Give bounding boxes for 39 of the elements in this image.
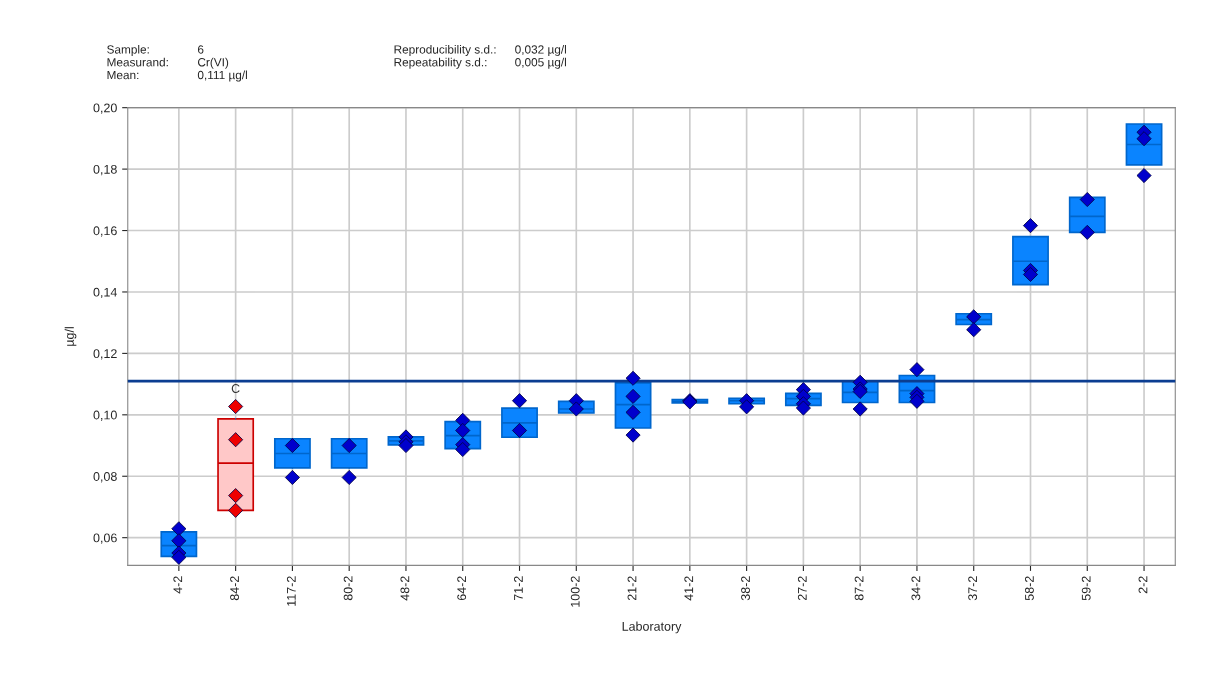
x-tick-label: 37-2 <box>968 576 978 601</box>
x-tick-label: 2-2 <box>1138 576 1148 594</box>
x-tick-label: 48-2 <box>400 576 410 601</box>
y-axis-title: µg/l <box>64 327 77 346</box>
text: 0,005 µg/l <box>515 57 566 69</box>
y-tick-label: 0,14 <box>93 287 117 299</box>
x-tick-label: 87-2 <box>854 576 864 601</box>
text: Cr(VI) <box>197 57 229 69</box>
x-tick-label: 80-2 <box>343 576 353 601</box>
y-tick-label: 0,10 <box>93 410 117 421</box>
x-tick-label: 59-2 <box>1081 576 1091 601</box>
y-tick-label: 0,08 <box>93 472 117 483</box>
x-tick-label: 64-2 <box>457 576 467 601</box>
x-tick-label: 34-2 <box>911 576 921 601</box>
text: Mean: <box>107 70 139 80</box>
x-tick-label: 41-2 <box>684 576 694 601</box>
text: 0,032 µg/l <box>515 44 566 56</box>
x-tick-label: 58-2 <box>1025 576 1034 601</box>
y-tick-label: 0,18 <box>93 164 117 176</box>
x-tick-label: 38-2 <box>741 576 750 601</box>
x-tick-label: 100-2 <box>570 576 580 607</box>
annotation: C <box>231 384 240 393</box>
y-tick-label: 0,06 <box>93 533 117 544</box>
y-tick-label: 0,12 <box>93 349 117 360</box>
x-tick-label: 27-2 <box>797 576 807 601</box>
y-tick-label: 0,16 <box>93 226 117 237</box>
text: Sample: <box>107 44 149 56</box>
x-tick-label: 84-2 <box>230 576 239 601</box>
text: Measurand: <box>107 57 168 67</box>
y-tick-label: 0,20 <box>93 103 117 114</box>
x-axis-title: Laboratory <box>622 621 682 634</box>
text: Repeatability s.d.: <box>394 57 487 69</box>
text: 6 <box>197 45 204 54</box>
text: Reproducibility s.d.: <box>394 44 496 56</box>
x-tick-label: 4-2 <box>173 576 183 594</box>
x-tick-label: 21-2 <box>627 576 637 601</box>
x-tick-label: 117-2 <box>286 576 296 606</box>
x-tick-label: 71-2 <box>514 576 523 601</box>
text: 0,111 µg/l <box>197 70 247 82</box>
